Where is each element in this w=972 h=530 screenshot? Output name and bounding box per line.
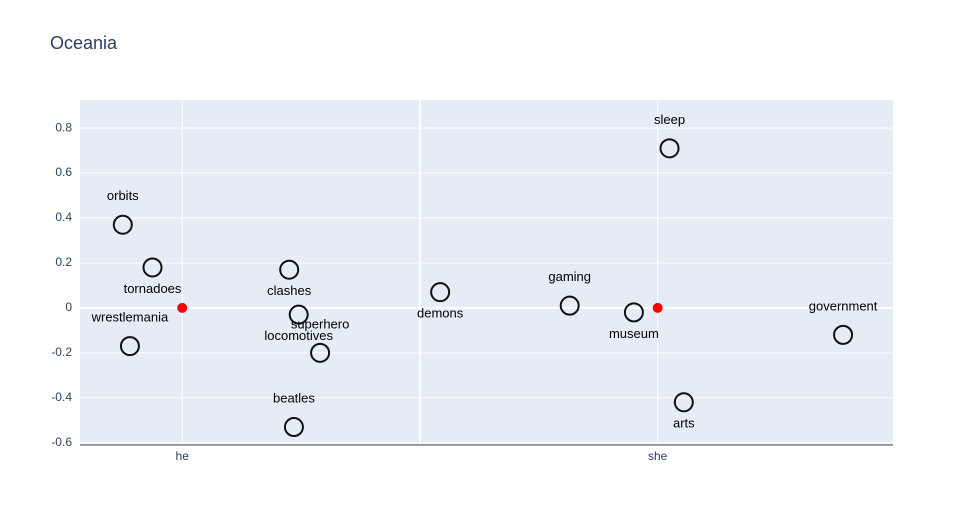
word-label: museum — [609, 326, 659, 341]
word-icon — [673, 392, 694, 413]
word-label: arts — [673, 416, 695, 431]
icon-glyph — [279, 259, 300, 280]
word-icon — [310, 342, 331, 363]
word-label: demons — [417, 306, 464, 321]
word-label: beatles — [273, 390, 315, 405]
anchor-point — [652, 302, 663, 313]
icon-glyph — [673, 392, 694, 413]
y-tick-label: 0 — [65, 300, 72, 314]
y-tick-label: -0.6 — [51, 435, 72, 449]
word-icon — [288, 304, 309, 325]
word-label: clashes — [267, 283, 312, 298]
word-icon — [119, 336, 140, 357]
word-icon — [279, 259, 300, 280]
plot-area — [80, 100, 893, 445]
y-tick-label: -0.4 — [51, 390, 72, 404]
icon-glyph — [623, 302, 644, 323]
icon-glyph — [559, 295, 580, 316]
icon-glyph — [288, 304, 309, 325]
icon-glyph — [112, 214, 133, 235]
word-label: tornadoes — [124, 281, 182, 296]
word-label: government — [809, 298, 878, 313]
word-icon — [142, 257, 163, 278]
icon-glyph — [310, 342, 331, 363]
y-tick-label: 0.8 — [55, 120, 72, 134]
icon-glyph — [142, 257, 163, 278]
chart-title: Oceania — [50, 33, 118, 53]
word-icon — [659, 138, 680, 159]
y-tick-label: 0.4 — [55, 210, 72, 224]
word-icon — [623, 302, 644, 323]
y-tick-label: 0.2 — [55, 255, 72, 269]
icon-glyph — [659, 138, 680, 159]
word-icon — [283, 417, 304, 438]
word-label: locomotives — [264, 328, 333, 343]
word-icon — [112, 214, 133, 235]
word-icon — [559, 295, 580, 316]
word-label: wrestlemania — [91, 310, 169, 325]
word-label: sleep — [654, 112, 685, 127]
x-tick-label: he — [176, 449, 190, 463]
anchor-point — [177, 302, 188, 313]
x-tick-label: she — [648, 449, 668, 463]
word-icon — [430, 282, 451, 303]
y-tick-label: -0.2 — [51, 345, 72, 359]
word-label: orbits — [107, 188, 139, 203]
y-tick-label: 0.6 — [55, 165, 72, 179]
icon-glyph — [430, 282, 451, 303]
icon-glyph — [283, 417, 304, 438]
word-icon — [833, 324, 854, 345]
icon-glyph — [119, 336, 140, 357]
icon-glyph — [833, 324, 854, 345]
word-label: gaming — [548, 269, 591, 284]
word-label: superhero — [291, 316, 350, 331]
